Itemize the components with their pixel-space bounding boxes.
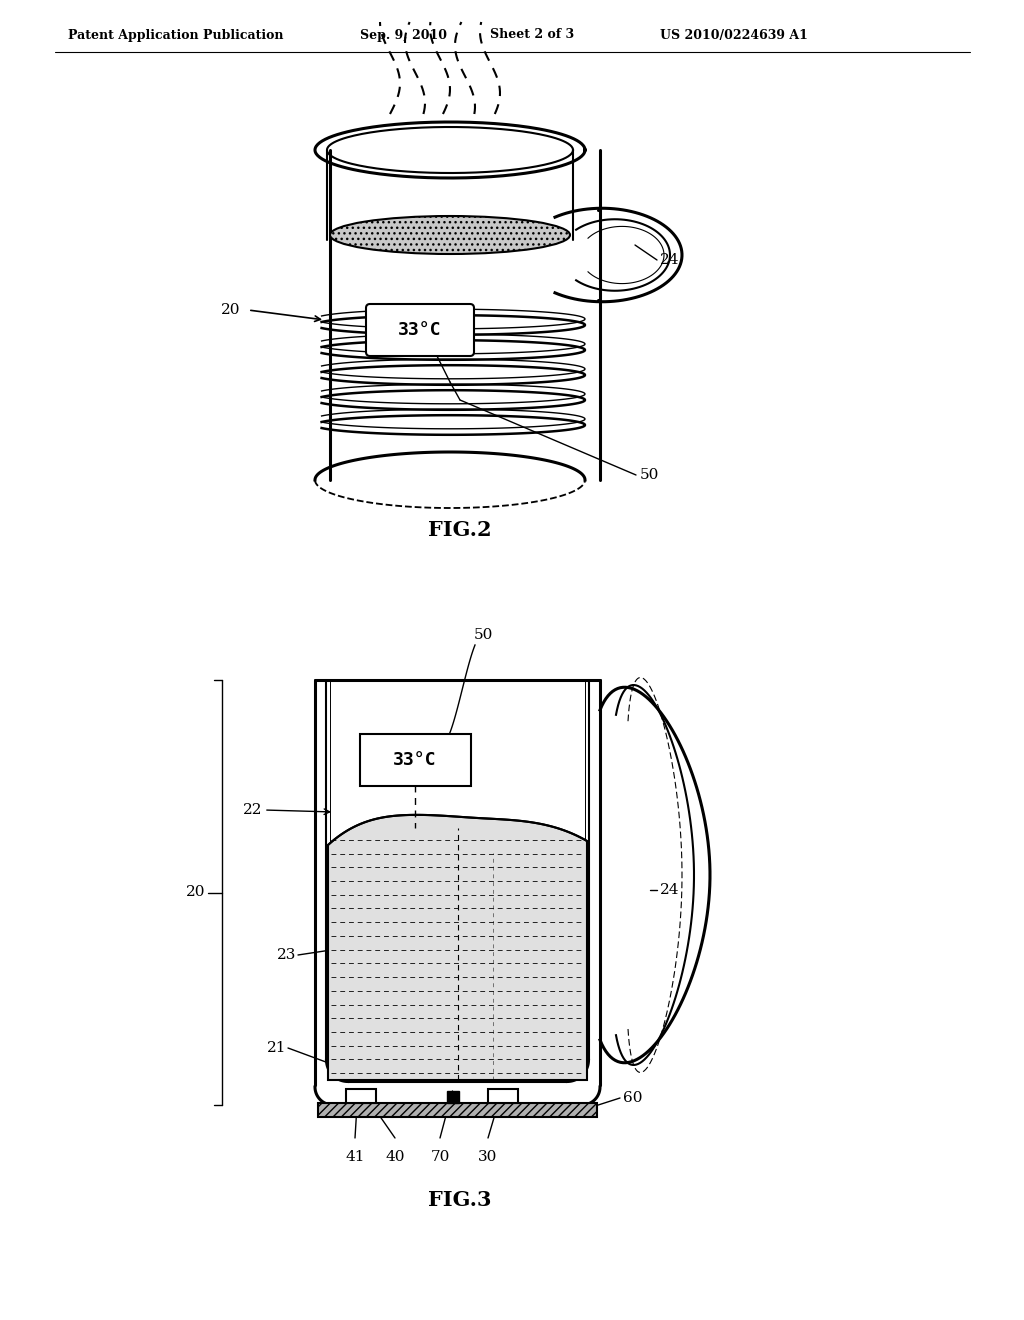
Text: Patent Application Publication: Patent Application Publication <box>68 29 284 41</box>
Text: Sheet 2 of 3: Sheet 2 of 3 <box>490 29 574 41</box>
Bar <box>346 1089 376 1104</box>
Text: 20: 20 <box>220 304 240 317</box>
Text: 30: 30 <box>478 1150 498 1164</box>
FancyBboxPatch shape <box>366 304 474 356</box>
Bar <box>487 1089 517 1104</box>
Text: 21: 21 <box>266 1041 286 1055</box>
Ellipse shape <box>330 216 570 253</box>
Text: 33°C: 33°C <box>398 321 441 339</box>
Text: 23: 23 <box>276 948 296 962</box>
Text: 24: 24 <box>660 253 680 267</box>
Text: 22: 22 <box>243 803 262 817</box>
Text: 60: 60 <box>623 1092 642 1105</box>
Text: US 2010/0224639 A1: US 2010/0224639 A1 <box>660 29 808 41</box>
Text: 20: 20 <box>185 886 205 899</box>
Text: 24: 24 <box>660 883 680 898</box>
Text: 70: 70 <box>430 1150 450 1164</box>
FancyBboxPatch shape <box>359 734 470 785</box>
Text: 33°C: 33°C <box>393 751 437 770</box>
Text: 41: 41 <box>345 1150 365 1164</box>
Text: FIG.2: FIG.2 <box>428 520 492 540</box>
Bar <box>446 1092 459 1104</box>
Polygon shape <box>328 814 587 1080</box>
Text: 40: 40 <box>385 1150 404 1164</box>
Bar <box>318 1104 597 1117</box>
Text: Sep. 9, 2010: Sep. 9, 2010 <box>360 29 447 41</box>
Text: 50: 50 <box>473 628 493 642</box>
Text: 50: 50 <box>640 469 659 482</box>
Text: FIG.3: FIG.3 <box>428 1191 492 1210</box>
